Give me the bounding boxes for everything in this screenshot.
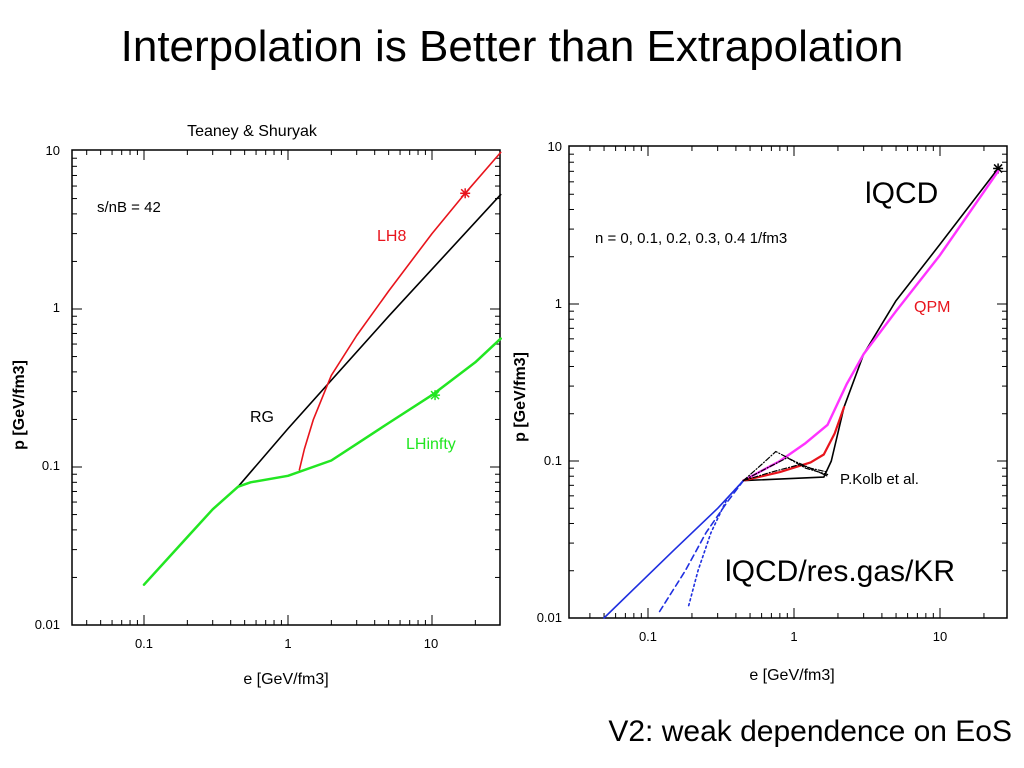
- series-label-lhinfty: LHinfty: [406, 436, 456, 453]
- star-marker: [430, 390, 441, 401]
- series-line-black-dashdot-2: [742, 457, 829, 482]
- label-resgas: lQCD/res.gas/KR: [725, 555, 955, 588]
- series-line-black-dashdot-3: [742, 463, 829, 482]
- annotation-snb: s/nB = 42: [97, 199, 161, 216]
- x-tick-label-10: 10: [424, 636, 438, 651]
- plot-frame: [71, 149, 501, 626]
- star-marker: [993, 163, 1004, 174]
- label-kolb: P.Kolb et al.: [840, 471, 919, 488]
- axis-ticks: [72, 150, 500, 626]
- slide-caption: V2: weak dependence on EoS: [608, 715, 1012, 748]
- y-axis-label: p [GeV/fm3]: [512, 352, 529, 442]
- series-line-black-dashdot-1: [742, 450, 829, 482]
- plot-frame: [568, 145, 1008, 619]
- series-line-lhinfty: [142, 337, 502, 586]
- y-tick-label-1: 1: [555, 296, 562, 311]
- x-tick-label-0.1: 0.1: [135, 636, 153, 651]
- y-tick-label-0.01: 0.01: [537, 610, 562, 625]
- series-line-lh8: [298, 151, 502, 471]
- label-qpm: QPM: [914, 299, 950, 316]
- series-line-blue-dotted: [687, 479, 745, 607]
- label-lqcd: lQCD: [865, 177, 938, 210]
- series-line-blue-dashed: [658, 479, 745, 613]
- x-tick-label-1: 1: [284, 636, 291, 651]
- chart-title: Teaney & Shuryak: [187, 123, 318, 140]
- y-tick-label-0.1: 0.1: [544, 453, 562, 468]
- slide-title: Interpolation is Better than Extrapolati…: [120, 22, 904, 71]
- y-tick-label-1: 1: [53, 300, 60, 315]
- x-tick-label-1: 1: [790, 629, 797, 644]
- y-axis-label: p [GeV/fm3]: [11, 360, 28, 450]
- x-axis-label: e [GeV/fm3]: [243, 671, 328, 688]
- series-label-rg: RG: [250, 409, 274, 426]
- series-group: [603, 163, 1004, 619]
- series-line-lqcd: [742, 167, 999, 482]
- series-label-lh8: LH8: [377, 228, 406, 245]
- chart-eos-comparison: 0.01 0.1 1 10 0.1 1 10 e [GeV/fm3] p [Ge…: [512, 139, 1008, 684]
- series-line-rg: [237, 193, 502, 488]
- x-tick-label-10: 10: [933, 629, 947, 644]
- star-marker: [460, 188, 471, 199]
- annotation-n-values: n = 0, 0.1, 0.2, 0.3, 0.4 1/fm3: [595, 230, 787, 247]
- y-tick-label-10: 10: [46, 143, 60, 158]
- axis-ticks: [569, 146, 1007, 619]
- x-axis-label: e [GeV/fm3]: [749, 667, 834, 684]
- chart-teaney-shuryak: Teaney & Shuryak 0.01 0.1 1 10 0.1 1 10 …: [11, 123, 502, 688]
- x-tick-label-0.1: 0.1: [639, 629, 657, 644]
- y-tick-label-0.01: 0.01: [35, 617, 60, 632]
- series-line-blue-solid: [603, 479, 745, 619]
- series-line-qpm: [742, 170, 1000, 482]
- series-line-lqcd-res-gas-kr: [742, 406, 846, 482]
- series-group: [142, 151, 502, 586]
- y-tick-label-10: 10: [548, 139, 562, 154]
- y-tick-label-0.1: 0.1: [42, 458, 60, 473]
